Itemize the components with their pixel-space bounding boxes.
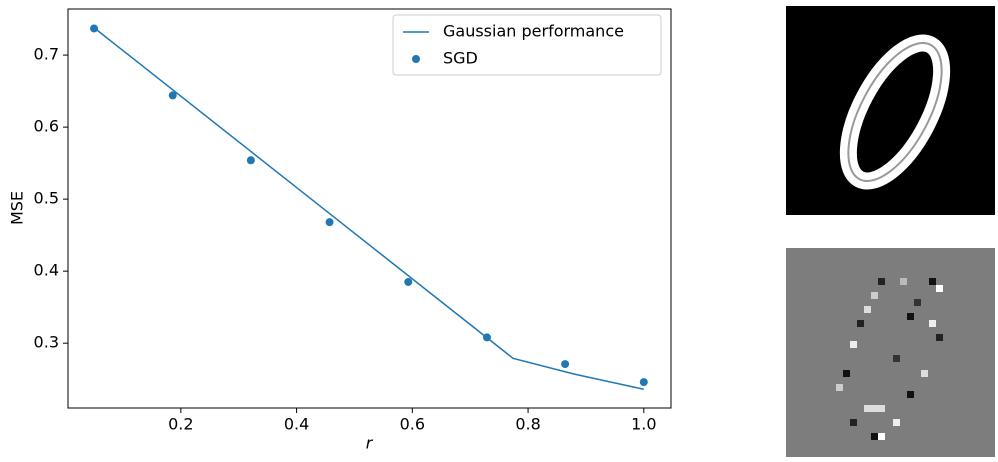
x-tick-label: 0.8 [515,415,540,434]
x-tick-label: 0.4 [284,415,309,434]
y-tick-label: 0.3 [34,333,59,352]
point [639,378,648,387]
line [93,27,644,391]
y-tick-label: 0.7 [34,45,59,64]
point [561,360,570,369]
point [90,24,99,33]
x-tick-label: 0.2 [168,415,193,434]
point [246,156,255,165]
y-tick-label: 0.6 [34,117,59,136]
x-tick-label: 0.6 [400,415,425,434]
x-tick-label: 1.0 [631,415,656,434]
legend-label: Gaussian performance [443,22,624,41]
point [325,218,334,227]
y-tick-label: 0.4 [34,261,59,280]
legend-label: SGD [443,49,478,68]
y-tick-label: 0.5 [34,189,59,208]
weight-image [786,248,995,457]
digit-image [786,6,995,215]
legend-box [392,14,662,76]
legend-point [412,55,420,63]
point [482,333,491,342]
y-axis-label: MSE [8,191,27,225]
x-axis-label: r [366,434,374,453]
point [404,277,413,286]
plot-frame [67,8,672,409]
point [168,91,177,100]
